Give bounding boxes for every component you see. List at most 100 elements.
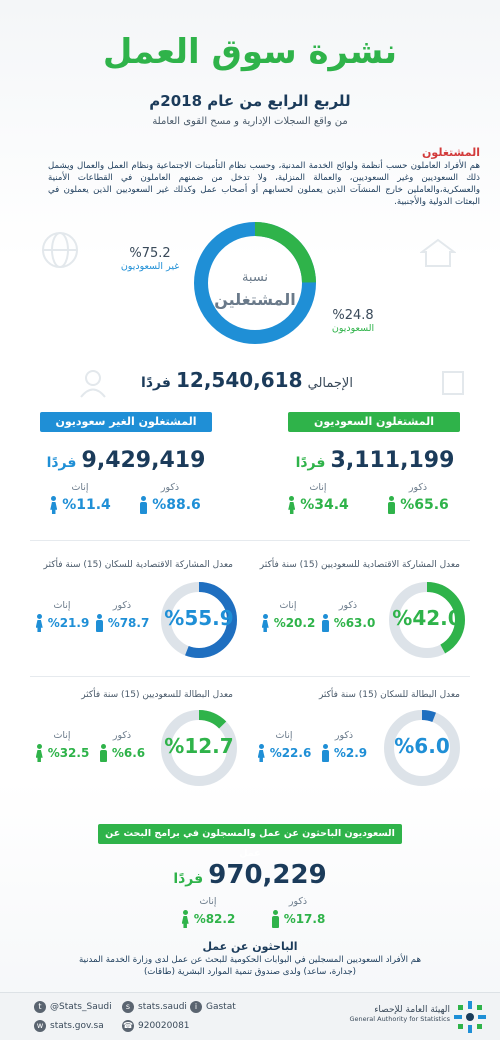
male-icon: [387, 496, 396, 514]
globe-icon: [42, 232, 78, 268]
source-note: من واقع السجلات الإدارية و مسح القوى الع…: [152, 116, 348, 127]
male-label: ذكور: [112, 600, 132, 611]
snapchat-icon: s: [122, 1001, 134, 1013]
male-icon: [99, 744, 108, 762]
org-name-ar: الهيئة العامة للإحصاء: [374, 1005, 450, 1015]
male-icon: [95, 614, 104, 632]
participation-all-male: ذكور %78.7: [92, 600, 152, 632]
total-value: 12,540,618: [175, 368, 303, 392]
female-value: %21.9: [47, 616, 90, 630]
non-saudi-share-value: %75.2: [129, 246, 171, 261]
phone-number: 920020081: [138, 1021, 190, 1031]
job-seekers-def-body: هم الأفراد السعوديين المسجلين في البوابا…: [78, 955, 422, 977]
saudi-employed-count-block: 3,111,199 فردًا: [275, 448, 475, 473]
instagram-icon: i: [190, 1001, 202, 1013]
org-name-block: الهيئة العامة للإحصاء General Authority …: [340, 1005, 450, 1023]
male-value: %17.8: [283, 912, 326, 926]
female-icon: [49, 496, 58, 514]
unemployment-saudi-donut: [161, 710, 237, 786]
house-icon: [420, 238, 456, 267]
employed-share-donut: [194, 222, 316, 344]
participation-saudi-female: إناث %20.2: [258, 600, 318, 632]
unemployment-all-value: %6.0: [394, 734, 450, 758]
instagram-link[interactable]: i Gastat: [190, 1001, 236, 1013]
saudi-share-value: %24.8: [332, 308, 374, 323]
male-icon: [139, 496, 148, 514]
female-value: %20.2: [273, 616, 316, 630]
twitter-link[interactable]: t @Stats_Saudi: [34, 1001, 112, 1013]
female-label: إناث: [71, 482, 89, 493]
globe-icon: w: [34, 1020, 46, 1032]
participation-saudi-title: معدل المشاركة الاقتصادية للسعوديين (15) …: [259, 560, 460, 570]
non-saudi-employed-female: إناث %11.4: [40, 482, 120, 514]
male-value: %78.7: [107, 616, 150, 630]
participation-saudi-value: %42.0: [392, 606, 462, 630]
female-label: إناث: [275, 730, 293, 741]
job-seekers-def-title: الباحثون عن عمل: [202, 940, 298, 953]
org-name-en: General Authority for Statistics: [349, 1015, 450, 1023]
non-saudi-employed-count-block: 9,429,419 فردًا: [26, 448, 226, 473]
male-icon: [321, 744, 330, 762]
phone-link[interactable]: ☎ 920020081: [122, 1020, 190, 1032]
female-value: %32.5: [47, 746, 90, 760]
participation-all-value: %55.9: [164, 606, 234, 630]
page-title: نشرة سوق العمل: [102, 32, 398, 72]
participation-all-arc: [161, 582, 237, 658]
male-value: %2.9: [333, 746, 368, 760]
unemployment-all-donut: [384, 710, 460, 786]
female-icon: [181, 910, 190, 928]
non-saudi-share-label: غير السعوديون: [120, 261, 180, 272]
female-icon: [35, 744, 44, 762]
female-label: إناث: [279, 600, 297, 611]
female-label: إناث: [199, 896, 217, 907]
female-label: إناث: [53, 730, 71, 741]
definition-body: هم الأفراد العاملون حسب أنظمة ولوائح الخ…: [48, 161, 480, 207]
female-value: %82.2: [193, 912, 236, 926]
female-icon: [257, 744, 266, 762]
job-seekers-female: إناث %82.2: [168, 896, 248, 928]
snapchat-handle: stats.saudi: [138, 1002, 187, 1012]
female-value: %34.4: [300, 497, 349, 513]
unemployment-all-arc: [384, 710, 460, 786]
female-label: إناث: [309, 482, 327, 493]
male-label: ذكور: [408, 482, 428, 493]
job-seekers-male: ذكور %17.8: [258, 896, 338, 928]
unemployment-saudi-arc: [161, 710, 237, 786]
female-value: %11.4: [62, 497, 111, 513]
participation-saudi-donut: [389, 582, 465, 658]
total-employed: الإجمالي 12,540,618 فردًا: [90, 368, 410, 392]
saudi-employed-count: 3,111,199: [330, 448, 455, 473]
job-seekers-count: 970,229: [208, 860, 327, 890]
twitter-handle: @Stats_Saudi: [50, 1002, 112, 1012]
participation-all-donut: [161, 582, 237, 658]
non-saudi-employed-male: ذكور %88.6: [130, 482, 210, 514]
unemployment-saudi-value: %12.7: [164, 734, 234, 758]
male-label: ذكور: [112, 730, 132, 741]
worker-icon: [80, 370, 106, 398]
male-value: %63.0: [333, 616, 376, 630]
total-unit: فردًا: [141, 375, 171, 391]
instagram-handle: Gastat: [206, 1002, 236, 1012]
section-divider: [30, 540, 470, 541]
male-label: ذكور: [334, 730, 354, 741]
page-subtitle: للربع الرابع من عام 2018م: [149, 92, 351, 110]
non-saudi-employed-unit: فردًا: [46, 455, 77, 471]
gastat-logo-icon: [454, 1001, 486, 1033]
non-saudi-employed-count: 9,429,419: [81, 448, 206, 473]
male-label: ذكور: [160, 482, 180, 493]
saudi-employed-unit: فردًا: [295, 455, 326, 471]
saudi-share-arc: [194, 222, 316, 344]
snapchat-link[interactable]: s stats.saudi: [122, 1001, 187, 1013]
unemployment-saudi-title: معدل البطالة للسعوديين (15) سنة فأكثر: [81, 690, 233, 700]
job-seekers-banner: السعوديون الباحثون عن عمل والمسجلون في ب…: [98, 824, 402, 859]
job-seekers-unit: فردًا: [173, 871, 204, 887]
website-link[interactable]: w stats.gov.sa: [34, 1020, 104, 1032]
definition-title: المشتغلون: [422, 146, 480, 159]
building-icon: [442, 371, 464, 395]
male-label: ذكور: [338, 600, 358, 611]
footer: t @Stats_Saudi s stats.saudi i Gastat w …: [0, 992, 500, 1040]
female-icon: [261, 614, 270, 632]
participation-all-title: معدل المشاركة الاقتصادية للسكان (15) سنة…: [43, 560, 233, 570]
participation-all-female: إناث %21.9: [32, 600, 92, 632]
